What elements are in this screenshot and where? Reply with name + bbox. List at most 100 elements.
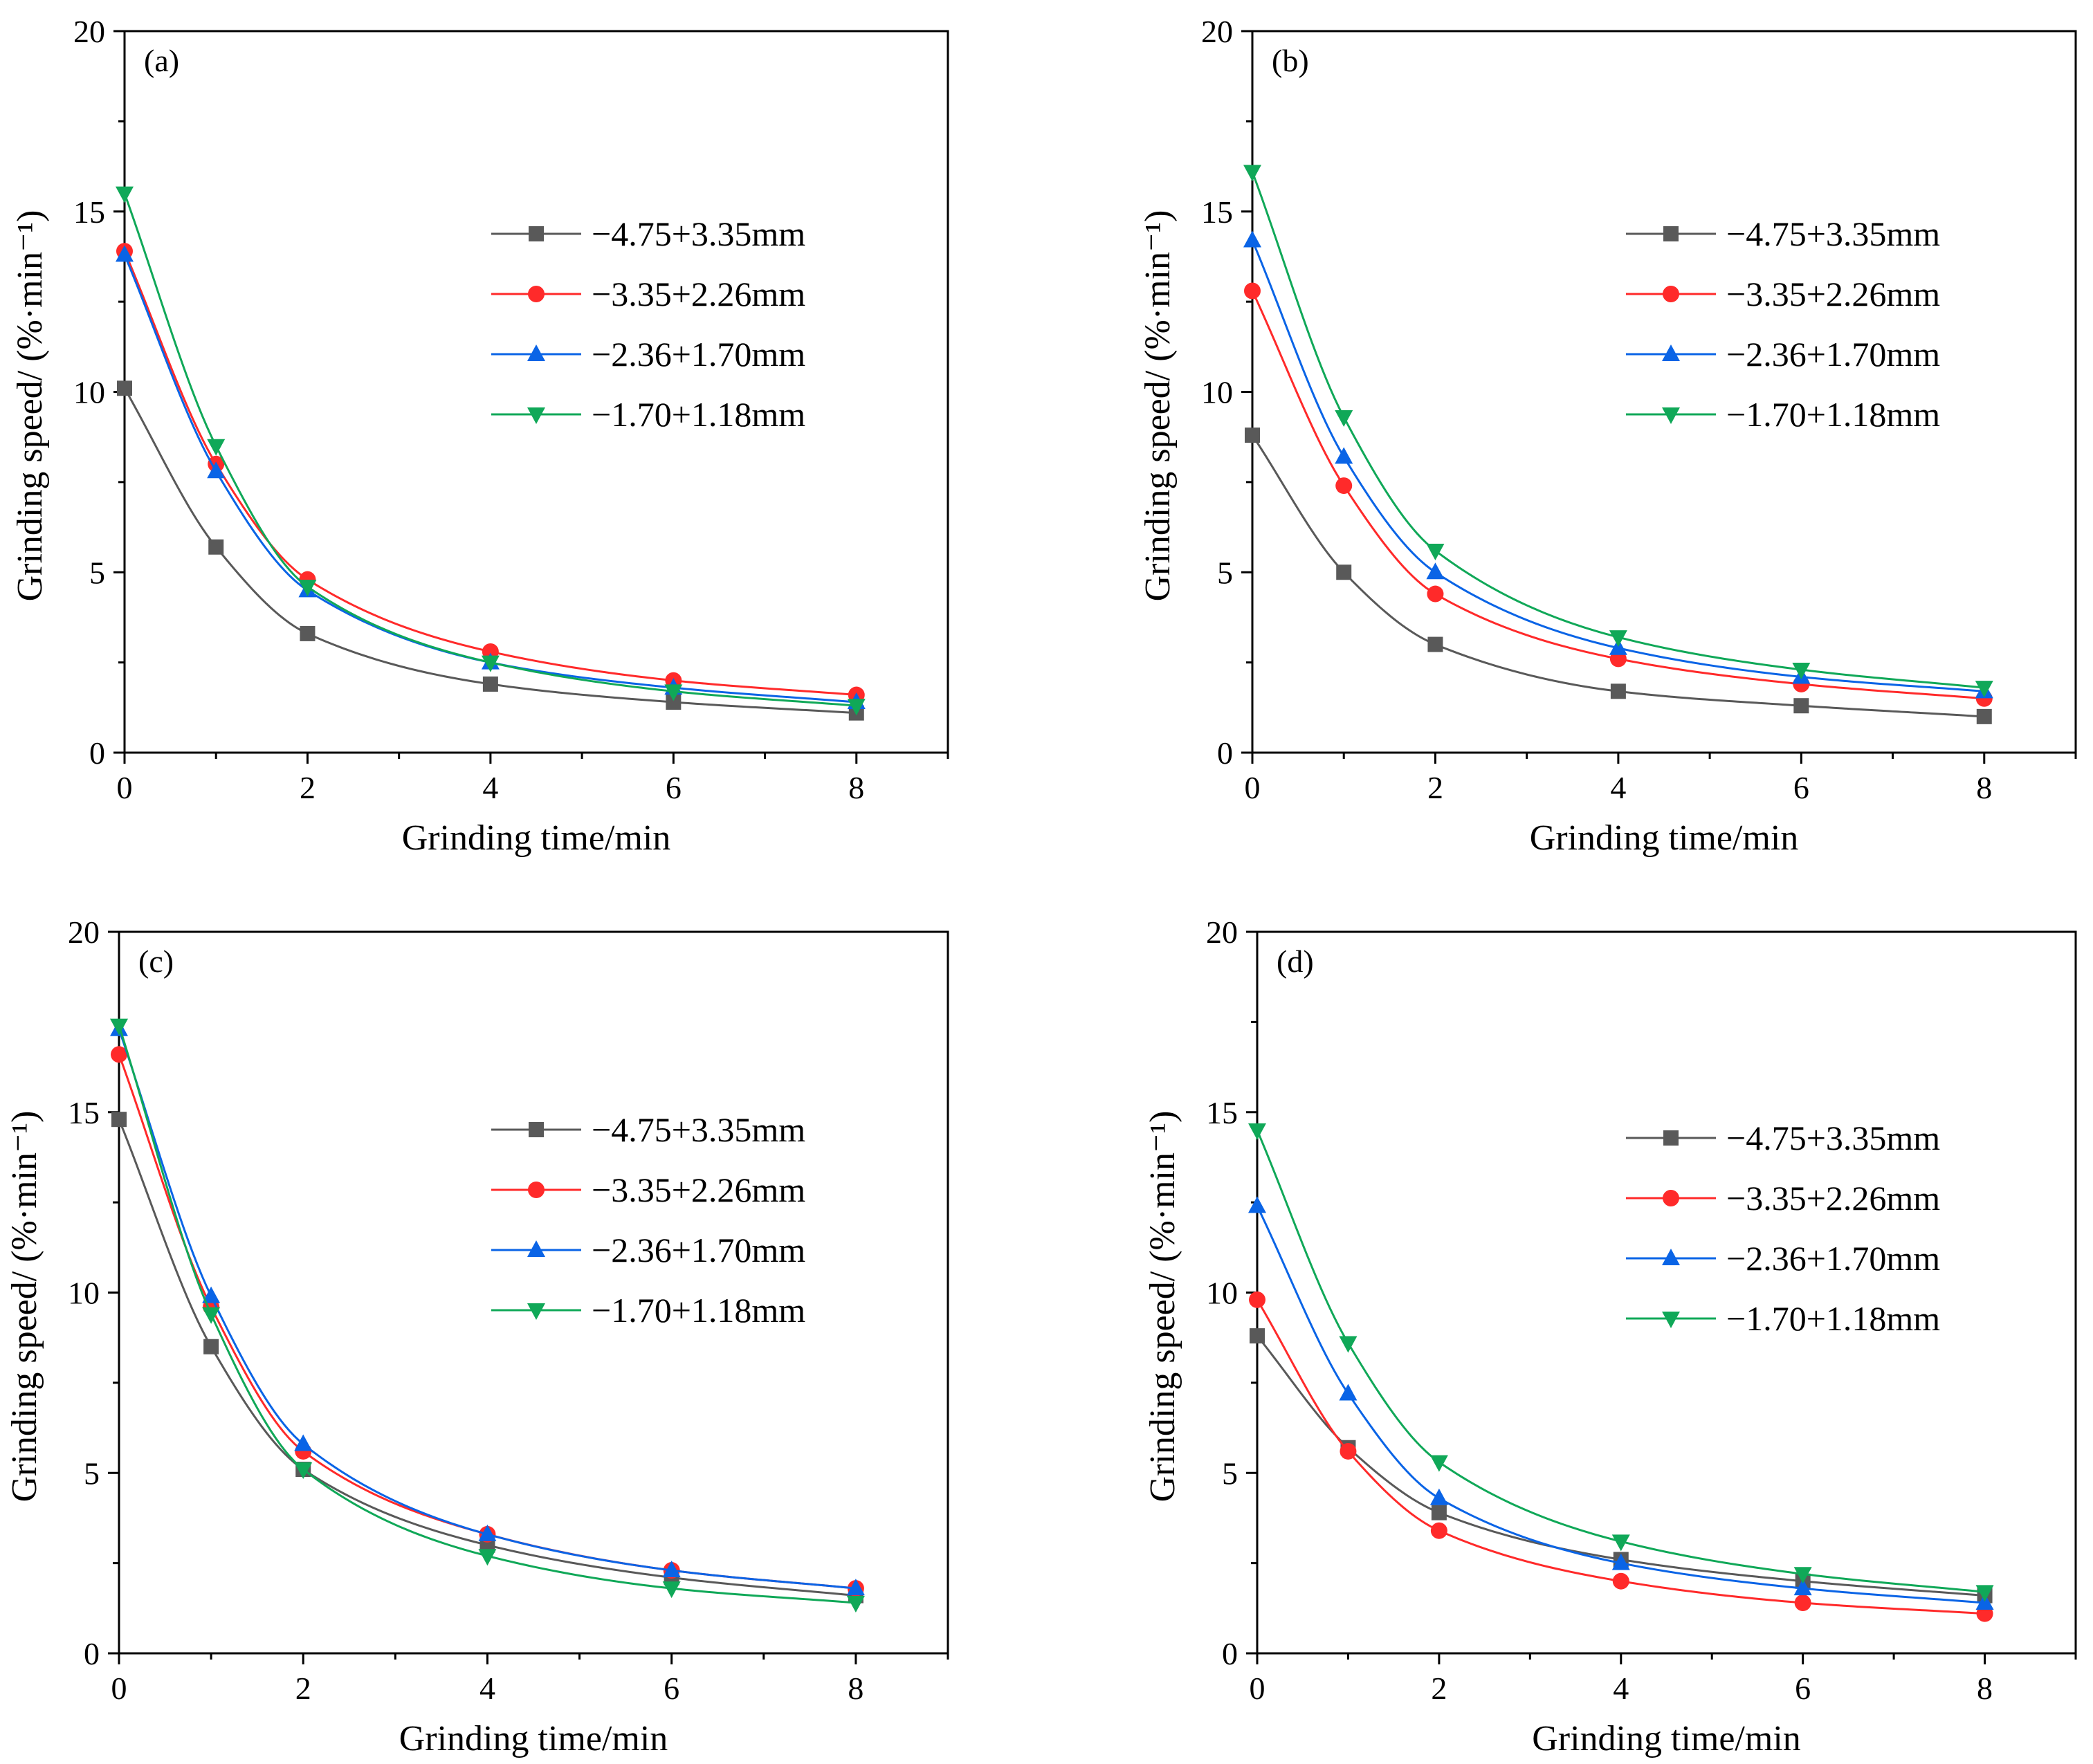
y-tick-label: 15 <box>1206 1095 1238 1130</box>
data-point <box>1794 1594 1811 1611</box>
y-tick-label: 5 <box>1217 555 1233 590</box>
data-point <box>1339 1384 1358 1401</box>
data-point <box>117 380 132 396</box>
legend-marker <box>1662 344 1680 361</box>
data-point <box>203 1339 219 1354</box>
data-point <box>1244 282 1261 300</box>
plot-frame <box>123 30 949 754</box>
legend: −4.75+3.35mm −3.35+2.26mm −2.36+1.70mm −1.7… <box>1626 214 1940 434</box>
legend-label: −4.75+3.35mm <box>592 214 805 253</box>
legend-label: −2.36+1.70mm <box>592 335 805 374</box>
data-point <box>662 1561 681 1578</box>
y-tick-label: 20 <box>1201 14 1233 49</box>
data-point <box>294 1434 313 1451</box>
legend-marker <box>1663 226 1679 241</box>
x-tick-label: 0 <box>1245 770 1261 805</box>
data-point <box>1793 1579 1812 1596</box>
data-point <box>1245 428 1260 443</box>
data-point <box>207 461 226 479</box>
data-point <box>110 1018 128 1036</box>
data-point <box>1427 585 1444 603</box>
legend-label: −4.75+3.35mm <box>592 1110 805 1149</box>
data-point <box>1611 1553 1630 1570</box>
x-tick-label: 2 <box>295 1671 311 1706</box>
x-tick-label: 8 <box>1976 770 1992 805</box>
data-point <box>1609 630 1627 647</box>
legend-label: −3.35+2.26mm <box>592 1170 805 1209</box>
series-line-3 <box>123 254 857 704</box>
legend-marker <box>529 226 544 241</box>
chart-panel-d: 0 5 10 15 20 0 2 4 6 8 Grinding time/min Grinding s… <box>1143 915 2077 1758</box>
data-point <box>1793 698 1809 714</box>
y-tick-label: 20 <box>73 14 105 49</box>
legend: −4.75+3.35mm −3.35+2.26mm −2.36+1.70mm −1.7… <box>491 214 805 434</box>
panel-label: (c) <box>138 944 174 979</box>
data-point <box>298 580 317 597</box>
data-point <box>1248 1196 1266 1213</box>
data-point <box>1430 1522 1447 1539</box>
y-tick-label: 0 <box>1222 1636 1238 1671</box>
legend-label: −3.35+2.26mm <box>592 275 805 313</box>
legend-label: −3.35+2.26mm <box>1726 1179 1940 1218</box>
chart-panel-c: 0 5 10 15 20 0 2 4 6 8 Grinding time/min Grinding s… <box>5 915 949 1758</box>
legend: −4.75+3.35mm −3.35+2.26mm −2.36+1.70mm −1.7… <box>1626 1119 1940 1338</box>
legend-marker <box>1662 1312 1680 1328</box>
data-point <box>1612 1572 1629 1590</box>
chart-panel-b: 0 5 10 15 20 0 2 4 6 8 Grinding time/min Grinding s… <box>1138 14 2077 858</box>
y-tick-label: 0 <box>84 1636 100 1671</box>
x-axis-title: Grinding time/min <box>1530 818 1799 858</box>
legend-label: −1.70+1.18mm <box>592 1291 805 1330</box>
y-tick-label: 10 <box>68 1276 100 1311</box>
data-point <box>1426 562 1445 580</box>
x-axis-title: Grinding time/min <box>402 818 671 858</box>
legend-marker <box>1662 1249 1680 1265</box>
y-tick-label: 10 <box>73 375 105 410</box>
series-line-2 <box>123 250 857 697</box>
y-tick-label: 15 <box>68 1095 100 1130</box>
chart-panel-a: 0 5 10 15 20 0 2 4 6 8 Grinding time/min Grinding s… <box>10 14 949 858</box>
data-point <box>1426 543 1445 560</box>
data-point <box>202 1307 221 1324</box>
legend-label: −2.36+1.70mm <box>1726 1239 1940 1278</box>
legend-label: −1.70+1.18mm <box>1726 1299 1940 1338</box>
data-point <box>1336 564 1352 580</box>
x-tick-label: 0 <box>111 1671 127 1706</box>
x-tick-label: 2 <box>300 770 316 805</box>
legend-marker <box>1662 407 1680 424</box>
data-point <box>1340 1442 1357 1460</box>
data-point <box>1248 1123 1266 1140</box>
x-tick-label: 6 <box>1795 1671 1811 1706</box>
legend-label: −1.70+1.18mm <box>592 395 805 434</box>
data-point <box>664 684 683 701</box>
data-point <box>1243 165 1261 182</box>
panel-label: (b) <box>1272 43 1309 78</box>
x-tick-label: 4 <box>482 770 498 805</box>
x-tick-label: 2 <box>1431 1671 1447 1706</box>
data-point <box>1339 1336 1358 1353</box>
x-tick-label: 6 <box>664 1671 679 1706</box>
data-point <box>207 439 226 456</box>
data-point <box>202 1286 221 1303</box>
series-line-1 <box>1251 434 1984 718</box>
data-point <box>1250 1328 1265 1344</box>
legend-label: −4.75+3.35mm <box>1726 1119 1940 1157</box>
x-tick-label: 0 <box>1250 1671 1265 1706</box>
data-point <box>846 1579 865 1596</box>
y-tick-label: 15 <box>1201 194 1233 230</box>
x-tick-label: 4 <box>479 1671 495 1706</box>
legend-marker <box>529 1122 544 1137</box>
data-point <box>1793 1567 1812 1584</box>
data-point <box>1249 1291 1265 1308</box>
data-point <box>1429 1488 1448 1505</box>
legend: −4.75+3.35mm −3.35+2.26mm −2.36+1.70mm −1.7… <box>491 1110 805 1330</box>
legend-marker <box>527 1240 545 1257</box>
plot-frame <box>1251 30 2077 754</box>
data-point <box>481 655 500 672</box>
data-point <box>1335 410 1353 428</box>
legend-label: −1.70+1.18mm <box>1726 395 1940 434</box>
data-point <box>1429 1455 1448 1472</box>
y-tick-label: 20 <box>1206 915 1238 950</box>
x-tick-label: 8 <box>1977 1671 1993 1706</box>
legend-marker <box>1663 286 1679 302</box>
